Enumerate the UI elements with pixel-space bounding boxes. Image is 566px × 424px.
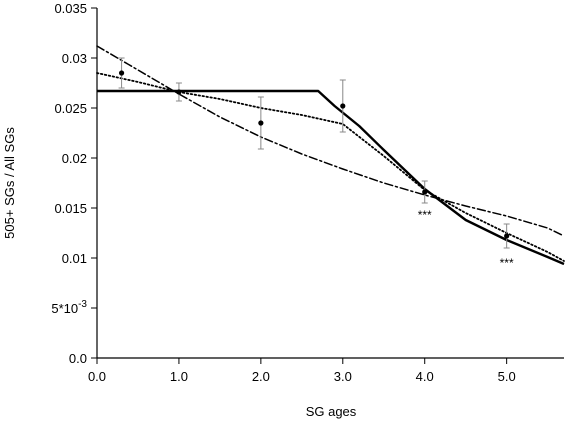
data-point: [421, 180, 428, 204]
x-tick-label: 0.0: [88, 369, 106, 384]
plot-area: 0.0 1.0 2.0 3.0 4.0 5.0 0.05*10-30.010.0150.0…: [51, 1, 565, 384]
series-lines: [96, 45, 565, 266]
point-marker: [422, 189, 428, 195]
x-tick-label: 1.0: [170, 369, 188, 384]
y-tick-label: 0.025: [54, 101, 87, 116]
data-point: [503, 223, 510, 249]
annotations: *** ***: [418, 208, 514, 270]
y-tick-label: 0.01: [62, 251, 87, 266]
series-line-solid: [97, 89, 565, 266]
y-tick-label: 5*10-3: [51, 299, 87, 316]
data-point: [339, 79, 346, 133]
point-marker: [340, 103, 346, 109]
x-tick-label: 3.0: [334, 369, 352, 384]
x-axis-title: SG ages: [306, 404, 357, 419]
y-tick-label: 0.035: [54, 1, 87, 16]
data-points: [118, 57, 510, 249]
y-tick-label: 0.0: [69, 351, 87, 366]
significance-annotation: ***: [500, 256, 514, 270]
series-line-dashdot: [96, 45, 565, 237]
x-tick-label: 4.0: [416, 369, 434, 384]
data-point: [257, 96, 264, 150]
y-tick-label: 0.03: [62, 51, 87, 66]
y-ticks: 0.0 5*10-3 0.01 0.015 0.02 0.025 0.03 0.035: [51, 1, 97, 366]
x-tick-label: 2.0: [252, 369, 270, 384]
y-axis-title: 505+ SGs / All SGs: [2, 127, 17, 239]
point-marker: [118, 70, 125, 76]
point-marker: [258, 120, 264, 126]
y-tick-label: 0.015: [54, 201, 87, 216]
data-point: [175, 82, 182, 102]
significance-annotation: ***: [418, 208, 432, 222]
x-ticks: 0.0 1.0 2.0 3.0 4.0 5.0: [88, 358, 516, 384]
data-point: [118, 57, 125, 89]
y-tick-label: 0.02: [62, 151, 87, 166]
x-tick-label: 5.0: [498, 369, 516, 384]
point-marker: [504, 233, 510, 239]
point-marker: [176, 89, 182, 95]
